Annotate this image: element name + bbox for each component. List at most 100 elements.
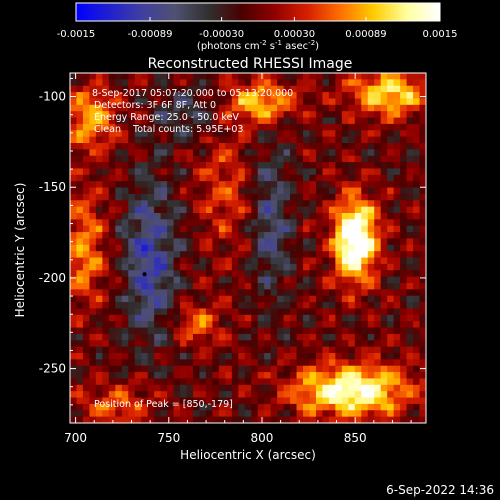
heatmap-cell (367, 263, 375, 271)
heatmap-cell (115, 136, 123, 144)
heatmap-cell (180, 85, 188, 93)
heatmap-cell (406, 162, 414, 170)
heatmap-cell (290, 321, 298, 329)
heatmap-cell (296, 263, 304, 271)
heatmap-cell (141, 378, 149, 386)
heatmap-cell (309, 79, 317, 87)
heatmap-cell (102, 232, 110, 240)
heatmap-cell (348, 378, 356, 386)
heatmap-cell (167, 372, 175, 380)
heatmap-cell (212, 85, 220, 93)
heatmap-cell (141, 263, 149, 271)
heatmap-cell (348, 111, 356, 119)
heatmap-cell (173, 333, 181, 341)
heatmap-cell (102, 136, 110, 144)
heatmap-cell (225, 403, 233, 411)
heatmap-cell (361, 346, 369, 354)
heatmap-cell (115, 193, 123, 201)
heatmap-cell (160, 302, 168, 310)
heatmap-cell (76, 410, 84, 418)
heatmap-cell (160, 333, 168, 341)
heatmap-cell (367, 225, 375, 233)
heatmap-cell (341, 174, 349, 182)
heatmap-cell (212, 410, 220, 418)
heatmap-cell (95, 206, 103, 214)
heatmap-cell (225, 181, 233, 189)
heatmap-cell (180, 92, 188, 100)
heatmap-cell (374, 410, 382, 418)
heatmap-cell (244, 117, 252, 125)
heatmap-cell (296, 85, 304, 93)
heatmap-cell (212, 359, 220, 367)
heatmap-cell (387, 327, 395, 335)
heatmap-cell (76, 155, 84, 163)
heatmap-cell (335, 206, 343, 214)
heatmap-cell (70, 92, 78, 100)
heatmap-cell (277, 321, 285, 329)
heatmap-cell (367, 181, 375, 189)
heatmap-cell (173, 79, 181, 87)
heatmap-cell (264, 130, 272, 138)
heatmap-cell (341, 333, 349, 341)
heatmap-cell (70, 162, 78, 170)
heatmap-cell (277, 130, 285, 138)
heatmap-cell (374, 219, 382, 227)
heatmap-cell (76, 200, 84, 208)
heatmap-cell (387, 314, 395, 322)
heatmap-cell (238, 308, 246, 316)
heatmap-cell (218, 193, 226, 201)
heatmap-cell (180, 136, 188, 144)
heatmap-cell (147, 308, 155, 316)
heatmap-cell (238, 187, 246, 195)
heatmap-cell (108, 187, 116, 195)
heatmap-cell (348, 333, 356, 341)
heatmap-cell (134, 213, 142, 220)
heatmap-cell (205, 263, 213, 271)
heatmap-cell (296, 92, 304, 100)
heatmap-cell (95, 365, 103, 373)
heatmap-cell (115, 365, 123, 373)
heatmap-cell (141, 403, 149, 411)
heatmap-cell (154, 174, 162, 182)
heatmap-cell (173, 225, 181, 233)
heatmap-cell (322, 193, 330, 201)
heatmap-cell (400, 391, 408, 399)
heatmap-cell (238, 289, 246, 297)
heatmap-cell (290, 327, 298, 335)
heatmap-cell (290, 346, 298, 354)
heatmap-cell (413, 79, 421, 87)
heatmap-cell (89, 213, 97, 220)
heatmap-cell (296, 225, 304, 233)
heatmap-cell (257, 174, 265, 182)
heatmap-cell (186, 193, 194, 201)
heatmap-cell (251, 200, 259, 208)
heatmap-cell (257, 168, 265, 176)
heatmap-cell (205, 92, 213, 100)
heatmap-cell (283, 295, 291, 303)
heatmap-cell (380, 270, 388, 278)
heatmap-cell (322, 257, 330, 265)
heatmap-cell (303, 193, 311, 201)
heatmap-cell (199, 168, 207, 176)
heatmap-cell (147, 321, 155, 329)
heatmap-cell (76, 111, 84, 119)
heatmap-cell (192, 130, 201, 138)
heatmap-cell (400, 79, 408, 87)
heatmap-cell (231, 187, 239, 195)
heatmap-cell (264, 263, 272, 271)
heatmap-cell (264, 104, 272, 112)
heatmap-cell (251, 168, 259, 176)
heatmap-cell (160, 295, 168, 303)
heatmap-cell (315, 308, 324, 316)
heatmap-cell (173, 143, 181, 150)
heatmap-cell (341, 295, 349, 303)
heatmap-cell (167, 257, 175, 265)
heatmap-cell (303, 238, 311, 246)
heatmap-cell (89, 333, 97, 341)
heatmap-cell (309, 73, 317, 80)
heatmap-cell (322, 162, 330, 170)
heatmap-cell (244, 111, 252, 119)
heatmap-cell (303, 283, 311, 290)
heatmap-cell (128, 149, 136, 157)
heatmap-cell (205, 416, 213, 423)
